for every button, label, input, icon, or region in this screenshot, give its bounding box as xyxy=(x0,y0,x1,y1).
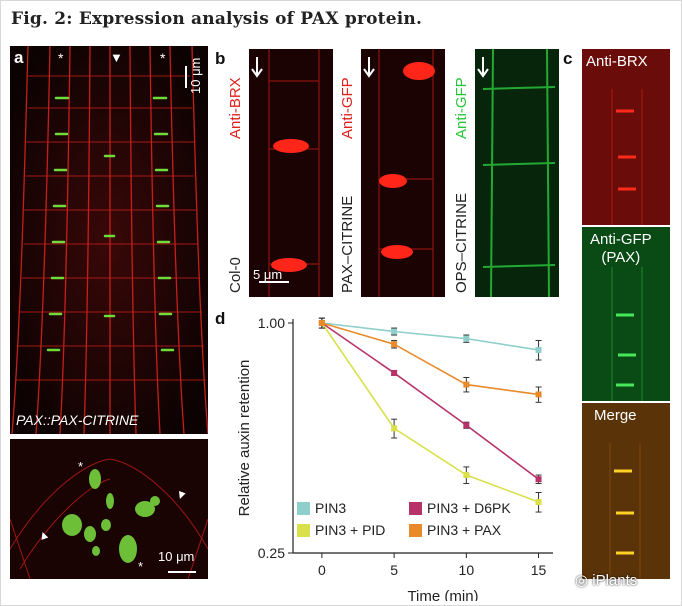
star-marker: * xyxy=(160,50,166,66)
panel-a-caption: PAX::PAX-CITRINE xyxy=(16,412,139,428)
data-point xyxy=(463,472,470,479)
panel-a-root-image: a * ▼ * 10 μm PAX::PAX-CITRINE xyxy=(10,46,208,434)
legend-swatch xyxy=(297,524,310,537)
panel-a-cross-section-image: * ▲ ▼ * 10 μm xyxy=(10,439,208,579)
data-point xyxy=(535,498,542,505)
cell-image-b0 xyxy=(249,49,333,297)
data-point xyxy=(391,369,398,376)
star-marker: * xyxy=(58,50,64,66)
stain-label-b0: Anti-BRX xyxy=(227,77,244,139)
panel-a-label: a xyxy=(14,48,24,67)
scale-bar-label-a-bottom: 10 μm xyxy=(158,549,195,564)
x-axis-label: Time (min) xyxy=(407,588,478,601)
x-tick-label: 5 xyxy=(390,562,398,578)
panel-c-row2-image: Merge xyxy=(582,403,670,579)
figure-title: Fig. 2: Expression analysis of PAX prote… xyxy=(11,9,423,29)
stain-label-b1: Anti-GFP xyxy=(339,77,356,139)
line-label-b0: Col-0 xyxy=(227,257,244,293)
panel-c-row1-image: Anti-GFP (PAX) xyxy=(582,227,670,401)
panel-b-label: b xyxy=(215,49,226,68)
stain-label-b2: Anti-GFP xyxy=(453,77,470,139)
y-axis-label: Relative auxin retention xyxy=(236,360,253,517)
data-point xyxy=(391,425,398,432)
y-tick-label: 1.00 xyxy=(258,315,285,331)
line-label-b1: PAX–CITRINE xyxy=(339,195,356,293)
series-line xyxy=(321,322,539,396)
x-tick-label: 10 xyxy=(459,562,475,578)
cell-image-b1 xyxy=(361,49,445,297)
data-point xyxy=(535,476,542,483)
data-point xyxy=(463,335,470,342)
legend-label: PIN3 + PAX xyxy=(427,522,502,538)
legend-label: PIN3 + PID xyxy=(315,522,385,538)
arrowhead-marker-icon: ▼ xyxy=(110,50,123,65)
watermark: ◎ iPlants xyxy=(575,571,637,589)
panel-c-row1-label: Anti-GFP (PAX) xyxy=(590,231,652,266)
cell-image-c0 xyxy=(582,49,670,225)
panel-d-label: d xyxy=(215,309,226,328)
data-point xyxy=(391,341,398,348)
scale-bar-label-a-top: 10 μm xyxy=(188,57,203,94)
panel-c-row0-image: Anti-BRX xyxy=(582,49,670,225)
panel-b-col1-image xyxy=(361,49,445,297)
data-point xyxy=(391,328,398,335)
panel-c-row0-label: Anti-BRX xyxy=(586,53,648,70)
panel-b-col2-image xyxy=(475,49,559,297)
panel-c-row2-label: Merge xyxy=(594,407,637,424)
auxin-retention-chart: 1.00 0.25 0 5 10 15 Time (min) Relative auxin r… xyxy=(236,315,553,601)
data-point xyxy=(463,381,470,388)
cell-image-c2 xyxy=(582,403,670,579)
series-line xyxy=(321,322,539,503)
data-point xyxy=(535,391,542,398)
data-point xyxy=(535,346,542,353)
panel-c-label: c xyxy=(563,49,573,68)
series-line xyxy=(321,322,539,351)
line-label-b2: OPS–CITRINE xyxy=(453,192,470,293)
legend-swatch xyxy=(297,502,310,515)
star-marker: * xyxy=(78,459,84,474)
data-point xyxy=(463,422,470,429)
legend-swatch xyxy=(409,502,422,515)
x-tick-label: 0 xyxy=(318,562,326,578)
scale-bar-label-b: 5 μm xyxy=(253,267,283,282)
x-tick-label: 15 xyxy=(531,562,547,578)
y-tick-label: 0.25 xyxy=(258,545,285,561)
data-point xyxy=(318,320,325,326)
cell-image-b2 xyxy=(475,49,559,297)
legend-label: PIN3 + D6PK xyxy=(427,500,511,516)
panel-b-col0-image: 5 μm xyxy=(249,49,333,297)
cell-image-c1 xyxy=(582,227,670,401)
legend-swatch xyxy=(409,524,422,537)
root-cell-grid xyxy=(10,46,208,434)
legend-label: PIN3 xyxy=(315,500,346,516)
cross-section-drawing xyxy=(10,439,208,579)
series-line xyxy=(321,322,540,480)
star-marker: * xyxy=(138,559,144,574)
watermark-text: iPlants xyxy=(592,572,638,589)
wechat-icon: ◎ xyxy=(575,572,589,589)
